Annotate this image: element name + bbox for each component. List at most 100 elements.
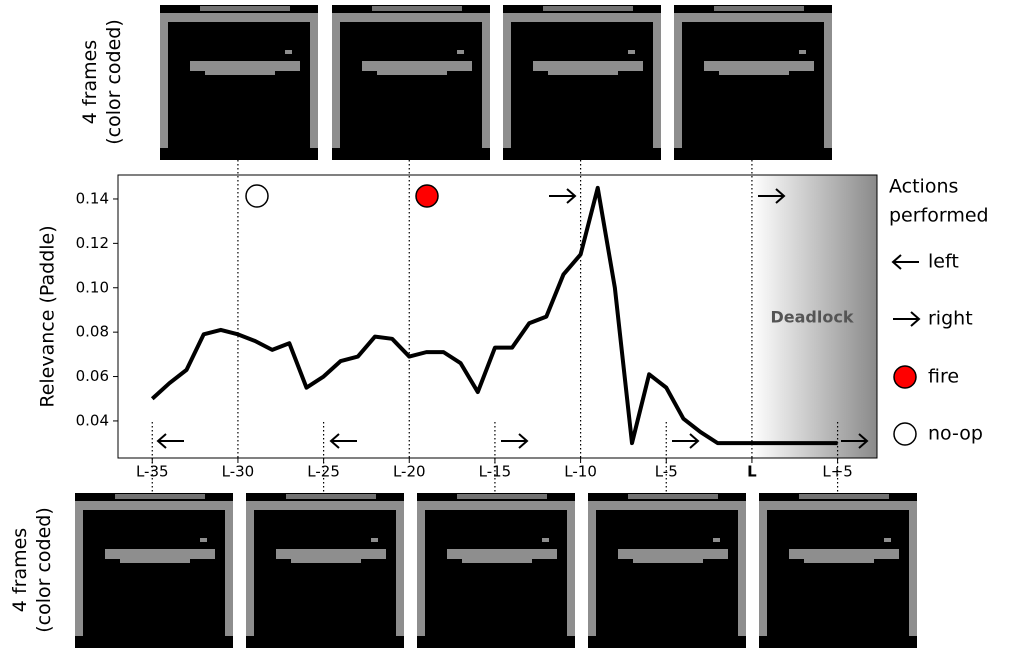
score-bar bbox=[714, 6, 804, 11]
score-bar bbox=[200, 6, 290, 11]
y-tick-label: 0.08 bbox=[76, 323, 109, 341]
frame-caption-line: 4 frames bbox=[79, 40, 101, 124]
frame-bg bbox=[503, 5, 661, 160]
game-frame bbox=[759, 493, 917, 648]
wall-top bbox=[674, 13, 832, 22]
bricks-low bbox=[633, 557, 703, 563]
legend-arrow bbox=[891, 254, 919, 270]
frame-bg bbox=[674, 5, 832, 160]
bricks bbox=[190, 61, 300, 71]
deadlock-label: Deadlock bbox=[771, 308, 854, 327]
wall-right bbox=[396, 501, 404, 636]
bricks bbox=[447, 549, 557, 559]
wall-left bbox=[417, 501, 425, 636]
game-frame bbox=[160, 5, 318, 160]
brick-single bbox=[884, 538, 891, 542]
score-bar bbox=[543, 6, 633, 11]
bricks-low bbox=[377, 69, 447, 75]
legend-arrow bbox=[893, 311, 921, 327]
score-bar bbox=[628, 494, 718, 499]
wall-left bbox=[759, 501, 767, 636]
wall-right bbox=[567, 501, 575, 636]
wall-top bbox=[417, 501, 575, 510]
game-frame bbox=[246, 493, 404, 648]
wall-top bbox=[160, 13, 318, 22]
frame-bg bbox=[75, 493, 233, 648]
bricks bbox=[789, 549, 899, 559]
bricks-low bbox=[462, 557, 532, 563]
arrow-head bbox=[689, 433, 700, 449]
arrow-head bbox=[518, 433, 529, 449]
wall-right bbox=[738, 501, 746, 636]
brick-single bbox=[628, 50, 635, 54]
game-frame bbox=[503, 5, 661, 160]
action-arrow bbox=[329, 433, 357, 449]
legend-title: Actions bbox=[889, 176, 958, 198]
frame-bg bbox=[417, 493, 575, 648]
arrow-head bbox=[329, 433, 340, 449]
brick-single bbox=[713, 538, 720, 542]
y-tick-label: 0.14 bbox=[76, 189, 109, 207]
bricks bbox=[362, 61, 472, 71]
wall-top bbox=[246, 501, 404, 510]
x-tick-label: L-10 bbox=[564, 463, 597, 481]
bricks-low bbox=[120, 557, 190, 563]
wall-right bbox=[482, 13, 490, 148]
y-axis-label: Relevance (Paddle) bbox=[37, 225, 59, 407]
arrow-head bbox=[858, 433, 869, 449]
brick-single bbox=[285, 50, 292, 54]
bricks-low bbox=[205, 69, 275, 75]
game-frame bbox=[674, 5, 832, 160]
fire-icon bbox=[415, 184, 439, 208]
wall-left bbox=[332, 13, 340, 148]
arrow-head bbox=[566, 188, 577, 204]
score-bar bbox=[457, 494, 547, 499]
brick-single bbox=[542, 538, 549, 542]
action-arrow bbox=[672, 433, 700, 449]
relevance-line bbox=[150, 185, 838, 446]
frame-caption: 4 frames (color coded) bbox=[9, 507, 55, 633]
bricks bbox=[704, 61, 814, 71]
bricks bbox=[105, 549, 215, 559]
score-bar bbox=[372, 6, 462, 11]
wall-top bbox=[75, 501, 233, 510]
wall-right bbox=[824, 13, 832, 148]
legend-label: left bbox=[928, 251, 959, 273]
y-tick-label: 0.10 bbox=[76, 278, 109, 296]
noop-icon bbox=[245, 184, 269, 208]
score-bar bbox=[286, 494, 376, 499]
wall-left bbox=[160, 13, 168, 148]
wall-right bbox=[225, 501, 233, 636]
bricks-low bbox=[804, 557, 874, 563]
wall-left bbox=[246, 501, 254, 636]
brick-single bbox=[371, 538, 378, 542]
frame-caption-line: (color coded) bbox=[103, 19, 125, 145]
score-bar bbox=[115, 494, 205, 499]
brick-single bbox=[457, 50, 464, 54]
action-arrow bbox=[841, 433, 869, 449]
legend-label: fire bbox=[928, 366, 959, 388]
bricks-low bbox=[291, 557, 361, 563]
legend-title: performed bbox=[889, 205, 989, 227]
wall-top bbox=[588, 501, 746, 510]
bricks bbox=[533, 61, 643, 71]
frame-bg bbox=[246, 493, 404, 648]
arrow-head bbox=[156, 433, 167, 449]
arrow-head bbox=[891, 254, 902, 270]
wall-top bbox=[332, 13, 490, 22]
y-tick-label: 0.12 bbox=[76, 234, 109, 252]
frame-caption-line: (color coded) bbox=[33, 507, 55, 633]
action-arrow bbox=[501, 433, 529, 449]
frame-bg bbox=[759, 493, 917, 648]
brick-single bbox=[200, 538, 207, 542]
score-bar bbox=[799, 494, 889, 499]
wall-left bbox=[503, 13, 511, 148]
wall-right bbox=[653, 13, 661, 148]
wall-right bbox=[909, 501, 917, 636]
game-frame bbox=[588, 493, 746, 648]
wall-left bbox=[588, 501, 596, 636]
frame-bg bbox=[588, 493, 746, 648]
bricks-low bbox=[719, 69, 789, 75]
y-tick-label: 0.06 bbox=[76, 367, 109, 385]
